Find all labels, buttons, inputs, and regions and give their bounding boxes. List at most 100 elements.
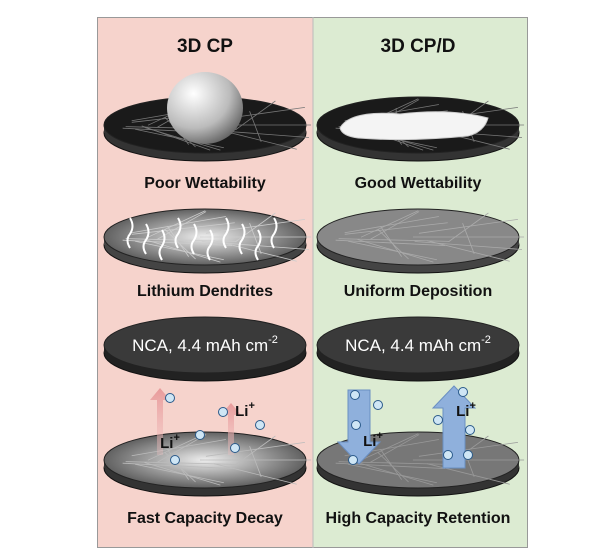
ion-charge: + [248,400,254,412]
fiber [235,435,276,466]
fiber [360,210,419,238]
li-ion [350,390,360,400]
deposition-disc [103,208,312,274]
ion-arrow [150,388,170,455]
caption: High Capacity Retention [326,510,511,527]
fiber [338,238,450,242]
ion-label: Li+ [363,430,383,450]
fiber [357,239,434,263]
fiber [344,216,439,234]
ion-charge: + [376,430,382,442]
cathode-label: NCA, 4.4 mAh cm-2 [345,334,491,356]
dendrite [222,217,230,249]
fiber [348,240,437,261]
fiber [135,463,224,484]
li-ion [255,420,265,430]
ion-symbol: Li [160,435,173,452]
content: 3D CP Poor Wettability Lithium Dendrites NC… [103,36,525,527]
li-ion [443,450,453,460]
cathode-superscript: -2 [268,334,278,346]
disc-top [316,316,520,374]
dendrite [254,229,262,261]
panel-title: 3D CP [177,36,233,57]
li-ion [463,450,473,460]
dendrite [158,229,166,261]
fiber [357,462,434,486]
fiber [370,434,420,463]
fiber [144,239,221,263]
ion-arrow [221,403,241,455]
fiber [249,446,262,477]
label: Lithium Dendrites [137,283,273,300]
cathode-superscript: -2 [481,334,491,346]
fiber [125,238,237,242]
fiber [147,433,206,461]
ion-symbol: Li [456,403,469,420]
label: Good Wettability [355,175,482,192]
fiber [348,463,437,484]
li-ion [465,425,475,435]
fiber [418,441,518,457]
fiber [335,239,446,246]
dendrite [142,223,150,255]
fiber [205,218,305,234]
fiber [448,212,489,243]
spread-film [339,111,489,141]
fiber [344,222,448,235]
fiber [235,100,276,131]
li-ion [218,407,228,417]
disc-top [103,316,307,374]
dendrite [238,223,246,255]
dendrite [270,217,278,249]
li-ion [373,400,383,410]
fiber [131,439,226,457]
caption: Fast Capacity Decay [127,510,283,527]
li-ion [230,443,240,453]
cathode-text: NCA, 4.4 mAh cm [345,336,481,355]
fiber [249,223,262,254]
deposition-disc [316,208,525,274]
fiber [370,211,420,240]
fiber [414,241,523,250]
ion-label: Li+ [235,400,255,420]
cathode-disc [316,316,520,382]
fiber [135,128,224,149]
fiber [157,211,207,240]
fiber [360,433,419,461]
fiber [427,463,510,485]
anode-disc [103,431,312,497]
fiber [122,462,233,469]
dendrite [206,229,214,261]
ion-label: Li+ [456,400,476,420]
fiber [122,239,233,246]
fiber [462,223,475,254]
dendrite [174,217,182,249]
ion-charge: + [173,432,179,444]
li-ion [351,420,361,430]
dendrite [190,223,198,255]
cathode-label: NCA, 4.4 mAh cm-2 [132,334,278,356]
label: Uniform Deposition [344,283,492,300]
fiber [144,462,221,486]
label: Poor Wettability [144,175,266,192]
panel-title: 3D CP/D [381,36,456,57]
ion-symbol: Li [363,433,376,450]
fiber [125,461,237,465]
dendrite [126,217,134,249]
fiber [214,463,297,485]
fiber [235,212,276,243]
ion-label: Li+ [160,432,180,452]
ion-symbol: Li [235,403,248,420]
li-ion [170,455,180,465]
fiber [249,111,262,142]
li-ion [165,393,175,403]
fiber [141,125,211,151]
li-ion [433,415,443,425]
cathode-text: NCA, 4.4 mAh cm [132,336,268,355]
li-ion [458,387,468,397]
droplet [167,72,243,144]
fiber [147,210,206,238]
fiber [201,241,310,250]
fiber [205,441,305,457]
